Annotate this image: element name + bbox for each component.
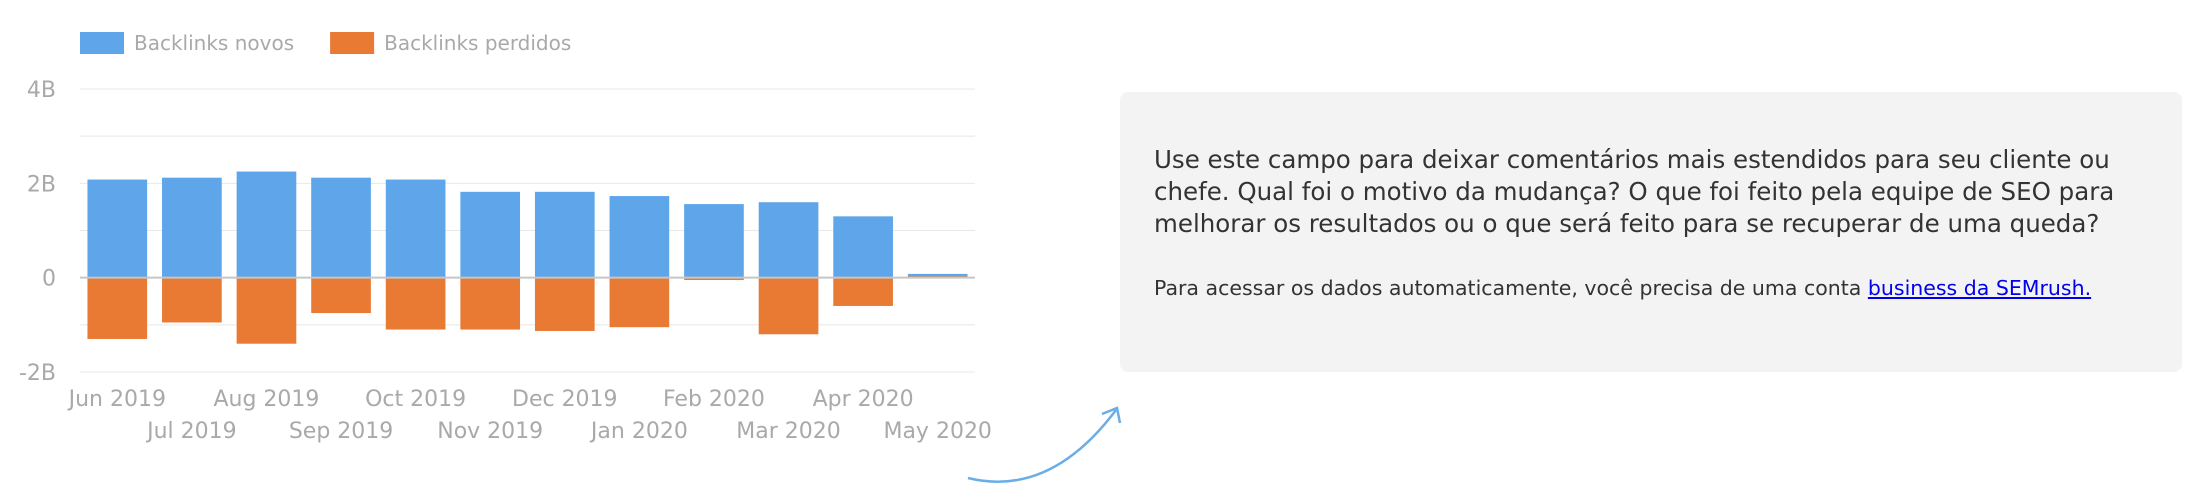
legend-label: Backlinks novos [134, 31, 294, 55]
bar [534, 277, 595, 331]
x-tick-label: Dec 2019 [512, 387, 618, 412]
y-tick-label: 0 [42, 267, 56, 292]
comment-text: Use este campo para deixar comentários m… [1154, 145, 2115, 238]
bar [833, 216, 893, 278]
backlinks-chart: Backlinks novos Backlinks perdidos 4B 2B 0 -2… [19, 31, 992, 444]
bar [311, 177, 371, 278]
bar [311, 277, 371, 314]
x-tick-label: Mar 2020 [736, 419, 841, 444]
x-tick-label: May 2020 [883, 419, 991, 444]
bar [460, 277, 521, 330]
bar [385, 179, 446, 278]
x-tick-label: Jan 2020 [589, 419, 688, 444]
bar [758, 277, 819, 335]
x-tick-label: Aug 2019 [213, 387, 319, 412]
bar [162, 177, 222, 278]
x-tick-label: Jun 2019 [67, 387, 166, 412]
bar [236, 277, 297, 344]
account-notice: Para acessar os dados automaticamente, v… [1154, 274, 2148, 302]
bar [87, 277, 148, 339]
bar [609, 277, 670, 328]
bar [460, 191, 521, 278]
bar [162, 277, 222, 323]
bar [684, 277, 744, 281]
bar [609, 196, 670, 278]
comment-box[interactable]: Use este campo para deixar comentários m… [1120, 92, 2182, 372]
bar [684, 204, 744, 278]
bar [534, 191, 595, 278]
bar [833, 277, 893, 306]
legend-swatch [330, 32, 375, 54]
x-tick-label: Jul 2019 [145, 419, 237, 444]
x-tick-label: Nov 2019 [437, 419, 543, 444]
bar [236, 171, 297, 278]
bar [87, 179, 148, 278]
arrow-head [1101, 406, 1122, 424]
legend-swatch [80, 32, 124, 54]
x-tick-label: Feb 2020 [663, 387, 765, 412]
bar [907, 273, 968, 278]
y-tick-label: 2B [27, 172, 56, 197]
y-tick-label: -2B [19, 361, 56, 386]
x-tick-label: Sep 2019 [289, 419, 393, 444]
legend-label: Backlinks perdidos [384, 31, 571, 55]
bar [385, 277, 446, 330]
semrush-business-link[interactable]: business da SEMrush. [1867, 276, 2092, 300]
arrow-curve [967, 409, 1117, 483]
curved-arrow-icon [967, 406, 1122, 483]
account-notice-text: Para acessar os dados automaticamente, v… [1154, 276, 1868, 300]
x-tick-label: Oct 2019 [365, 387, 466, 412]
x-tick-label: Apr 2020 [813, 387, 914, 412]
bar [758, 202, 819, 278]
y-tick-label: 4B [27, 78, 56, 103]
